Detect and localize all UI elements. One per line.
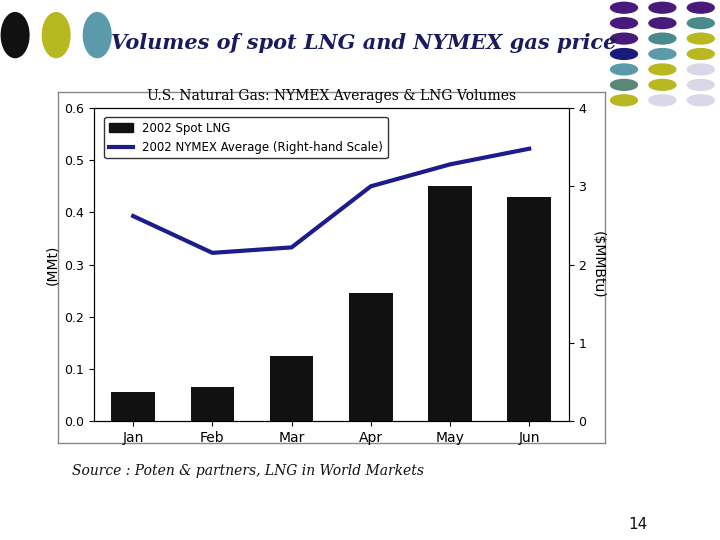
Circle shape [649, 2, 676, 13]
Text: 14: 14 [629, 517, 648, 532]
Circle shape [611, 2, 637, 13]
Circle shape [611, 64, 637, 75]
Circle shape [688, 2, 714, 13]
Circle shape [42, 12, 70, 58]
Text: Volumes of spot LNG and NYMEX gas price: Volumes of spot LNG and NYMEX gas price [111, 33, 616, 53]
Circle shape [611, 95, 637, 106]
Circle shape [611, 79, 637, 90]
Bar [270, 356, 313, 421]
Circle shape [649, 49, 676, 59]
Title: U.S. Natural Gas: NYMEX Averages & LNG Volumes: U.S. Natural Gas: NYMEX Averages & LNG V… [147, 89, 516, 103]
Circle shape [688, 64, 714, 75]
Circle shape [688, 49, 714, 59]
Circle shape [611, 33, 637, 44]
Bar [349, 293, 392, 421]
Circle shape [84, 12, 111, 58]
Legend: 2002 Spot LNG, 2002 NYMEX Average (Right-hand Scale): 2002 Spot LNG, 2002 NYMEX Average (Right… [104, 117, 387, 158]
Circle shape [688, 18, 714, 29]
Circle shape [688, 95, 714, 106]
Bar [508, 197, 551, 421]
Bar [191, 387, 234, 421]
Circle shape [649, 64, 676, 75]
Circle shape [688, 79, 714, 90]
Bar [112, 393, 155, 421]
Circle shape [1, 12, 29, 58]
Circle shape [649, 95, 676, 106]
Circle shape [649, 18, 676, 29]
Y-axis label: (MMt): (MMt) [45, 245, 60, 285]
Text: Source : Poten & partners, LNG in World Markets: Source : Poten & partners, LNG in World … [72, 464, 424, 478]
Y-axis label: ($MMBtu): ($MMBtu) [590, 231, 605, 299]
Circle shape [611, 18, 637, 29]
Circle shape [649, 79, 676, 90]
Circle shape [688, 33, 714, 44]
Circle shape [611, 49, 637, 59]
Bar [428, 186, 472, 421]
Circle shape [649, 33, 676, 44]
